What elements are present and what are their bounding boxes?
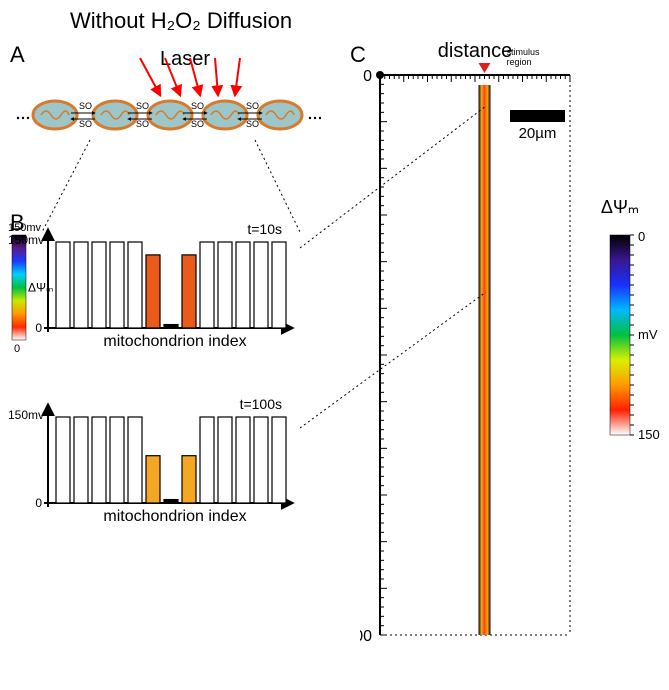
svg-text:300: 300 [360, 628, 372, 645]
svg-text:SO: SO [246, 119, 259, 129]
svg-text:0: 0 [14, 343, 20, 355]
svg-text:mitochondrion index: mitochondrion index [103, 333, 246, 350]
svg-text:SO: SO [79, 101, 92, 111]
svg-text:SO: SO [136, 119, 149, 129]
svg-text:0: 0 [638, 229, 645, 244]
svg-text:SO: SO [136, 101, 149, 111]
svg-text:stimulus: stimulus [507, 47, 541, 57]
svg-text:mV: mV [638, 327, 658, 342]
svg-text:0: 0 [35, 321, 42, 335]
svg-text:20µm: 20µm [519, 125, 557, 142]
svg-text:0: 0 [35, 496, 42, 510]
svg-text:150mv: 150mv [8, 233, 44, 247]
svg-text:ΔΨₘ: ΔΨₘ [28, 281, 54, 295]
panel-c-kymograph: distancestimulusregion0300time (s)20µm01… [360, 40, 660, 690]
svg-text:0: 0 [363, 68, 372, 85]
svg-text:ΔΨₘ: ΔΨₘ [601, 197, 639, 217]
svg-text:SO: SO [191, 119, 204, 129]
panel-b-charts: 150mv0ΔΨₘ150mv0mitochondrion indext=10s1… [0, 210, 340, 550]
svg-text:150: 150 [638, 427, 660, 442]
figure-title: Without H₂O₂ Diffusion [70, 8, 292, 34]
svg-text:t=10s: t=10s [247, 221, 282, 237]
svg-text:mitochondrion index: mitochondrion index [103, 508, 246, 525]
svg-text:150mv: 150mv [8, 408, 44, 422]
panel-a-diagram: LaserSOSOSOSOSOSOSOSO [10, 35, 350, 195]
svg-text:SO: SO [79, 119, 92, 129]
svg-text:region: region [507, 57, 532, 67]
svg-text:SO: SO [246, 101, 259, 111]
svg-text:t=100s: t=100s [240, 396, 282, 412]
svg-text:SO: SO [191, 101, 204, 111]
svg-text:distance: distance [438, 40, 513, 62]
